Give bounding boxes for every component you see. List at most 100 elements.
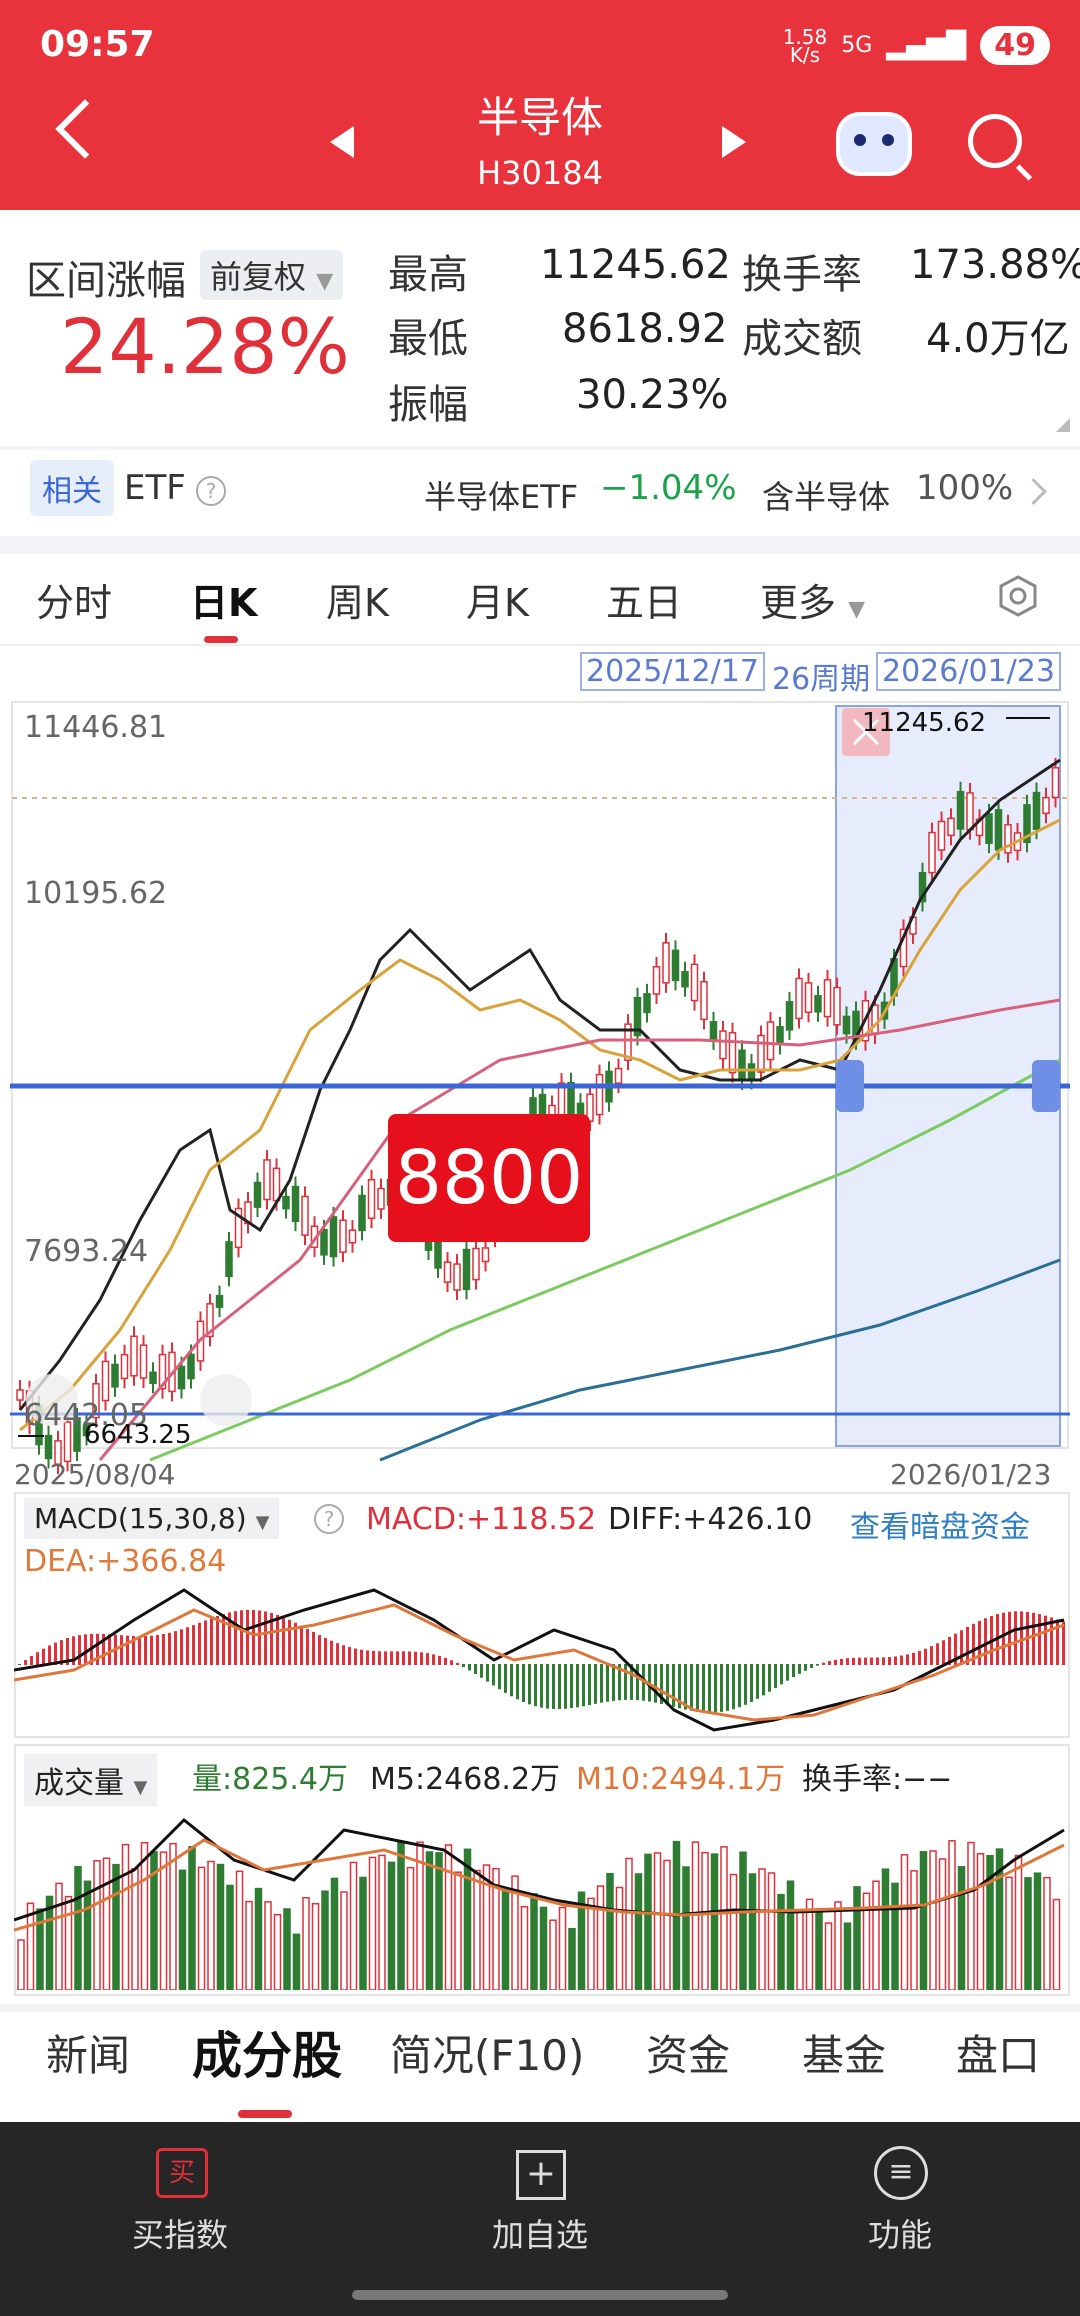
range-change-label: 区间涨幅: [26, 258, 186, 304]
volume-bar: [235, 1870, 244, 1990]
add-icon[interactable]: +: [516, 2150, 566, 2200]
candle-body: [472, 1247, 480, 1281]
amplitude-label: 振幅: [388, 382, 468, 428]
prev-index-icon[interactable]: [330, 126, 354, 158]
chart-settings-icon[interactable]: [996, 574, 1040, 618]
tab-order-book[interactable]: 盘口: [956, 2031, 1041, 2080]
related-badge: 相关: [30, 460, 114, 516]
volume-bar: [397, 1842, 405, 1990]
candle-body: [823, 979, 832, 1018]
volume-bar: [919, 1851, 928, 1990]
status-time: 09:57: [40, 24, 155, 65]
help-icon[interactable]: ?: [196, 476, 226, 506]
candle-body: [149, 1371, 157, 1385]
volume-bar: [625, 1857, 633, 1990]
volume-bar: [378, 1854, 386, 1990]
volume-bar: [910, 1870, 918, 1990]
macd-bar: [222, 1614, 225, 1665]
range-end-date[interactable]: 2026/01/23: [876, 652, 1061, 691]
tab-funds-flow[interactable]: 资金: [646, 2031, 731, 2080]
candle-body: [339, 1219, 347, 1253]
candle-body: [130, 1335, 138, 1377]
macd-bar: [978, 1620, 981, 1665]
dark-pool-link[interactable]: 查看暗盘资金: [850, 1510, 1030, 1545]
page-title: 半导体: [476, 93, 603, 142]
macd-bar: [912, 1652, 915, 1665]
volume-selector[interactable]: 成交量 ▼: [24, 1754, 158, 1806]
turnover-value: 173.88%: [910, 242, 1080, 288]
adjust-selector[interactable]: 前复权 ▼: [200, 250, 344, 300]
tab-daily-k[interactable]: 日K: [190, 581, 258, 625]
fullscreen-icon[interactable]: [200, 1374, 252, 1426]
expand-corner-icon[interactable]: [1056, 418, 1070, 432]
chevron-right-icon[interactable]: [1020, 478, 1047, 505]
etf-name[interactable]: 半导体ETF: [424, 478, 579, 516]
macd-bar: [240, 1610, 243, 1665]
macd-bar: [984, 1618, 987, 1665]
tab-five-day[interactable]: 五日: [606, 581, 683, 625]
macd-bar: [918, 1650, 921, 1665]
index-code: H30184: [477, 154, 603, 192]
macd-bar: [192, 1625, 195, 1665]
macd-bar: [1020, 1611, 1023, 1665]
candle-body: [453, 1263, 461, 1291]
buy-icon[interactable]: 买: [156, 2148, 208, 2198]
divider: [0, 644, 1080, 646]
macd-bar: [702, 1664, 705, 1713]
macd-bar: [378, 1651, 381, 1665]
volume-bar: [463, 1848, 472, 1990]
candle-body: [291, 1185, 300, 1223]
macd-bar: [798, 1664, 801, 1674]
macd-bar: [468, 1664, 471, 1671]
candle-body: [738, 1049, 746, 1081]
volume-bar: [900, 1854, 909, 1990]
macd-bar: [96, 1633, 99, 1665]
macd-bar: [660, 1664, 663, 1704]
macd-bar: [1032, 1612, 1035, 1665]
volume-bar: [340, 1891, 348, 1990]
assistant-robot-icon[interactable]: [836, 112, 912, 176]
tab-news[interactable]: 新闻: [46, 2031, 131, 2080]
kline-chart[interactable]: [0, 700, 1080, 1990]
network-label: 5G: [841, 33, 873, 58]
volume-bar: [834, 1901, 842, 1990]
home-indicator[interactable]: [352, 2290, 728, 2300]
help-icon[interactable]: ?: [314, 1504, 344, 1534]
amount-label: 成交额: [742, 316, 862, 362]
expand-chart-icon[interactable]: [26, 1374, 78, 1426]
app-header: 09:57 1.58 K/s 5G ▂▄▆█ 49 半导体 H30184: [0, 0, 1080, 210]
macd-bar: [174, 1631, 177, 1665]
volume-bar: [359, 1876, 367, 1990]
tab-profile-f10[interactable]: 简况(F10): [390, 2031, 585, 2080]
add-watchlist-button[interactable]: 加自选: [491, 2216, 588, 2254]
next-index-icon[interactable]: [722, 126, 746, 158]
range-left-handle[interactable]: [836, 1060, 864, 1112]
candle-body: [1023, 804, 1031, 843]
tab-monthly-k[interactable]: 月K: [466, 581, 529, 625]
tab-components[interactable]: 成分股: [192, 2027, 342, 2085]
net-speed: 1.58 K/s: [782, 24, 828, 67]
function-button[interactable]: 功能: [867, 2216, 932, 2254]
macd-selector[interactable]: MACD(15,30,8) ▼: [24, 1498, 280, 1539]
tab-weekly-k[interactable]: 周K: [326, 581, 389, 625]
menu-icon[interactable]: ≡: [874, 2146, 928, 2200]
candle-body: [690, 963, 699, 1002]
range-start-date[interactable]: 2025/12/17: [580, 652, 765, 691]
search-icon[interactable]: [968, 114, 1022, 168]
macd-bar: [534, 1664, 537, 1707]
volume-selector-label: 成交量: [34, 1766, 124, 1801]
macd-bar: [144, 1635, 147, 1665]
tab-more[interactable]: 更多 ▼: [760, 572, 865, 627]
buy-index-button[interactable]: 买指数: [131, 2216, 228, 2254]
candle-body: [776, 1026, 784, 1046]
range-right-handle[interactable]: [1032, 1060, 1060, 1112]
macd-bar: [876, 1657, 879, 1665]
tab-funds[interactable]: 基金: [802, 2031, 887, 2080]
macd-bar: [198, 1622, 201, 1665]
battery-indicator: 49: [980, 26, 1050, 65]
volume-bar: [948, 1840, 956, 1990]
macd-bar: [558, 1664, 561, 1710]
volume-bar: [615, 1886, 624, 1990]
tab-intraday[interactable]: 分时: [36, 581, 113, 625]
signal-icon: ▂▄▆█: [886, 30, 967, 61]
